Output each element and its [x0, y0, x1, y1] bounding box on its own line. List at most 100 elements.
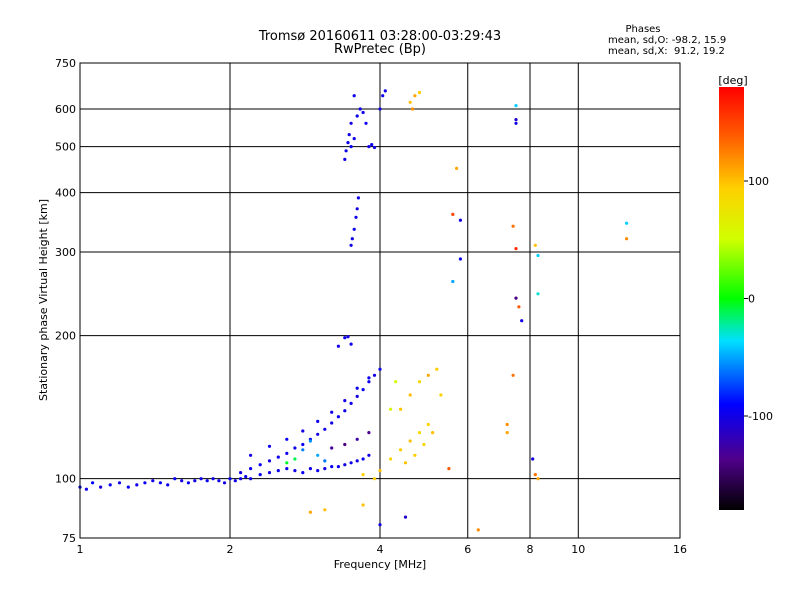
data-point [367, 453, 371, 457]
data-point [381, 94, 385, 98]
data-point [108, 483, 112, 487]
y-tick-label: 200 [55, 330, 76, 343]
data-point [308, 510, 312, 514]
data-point [372, 373, 377, 377]
data-point [347, 133, 351, 137]
data-point [367, 380, 371, 384]
data-point [408, 100, 412, 104]
data-point [267, 471, 272, 475]
data-point [355, 437, 359, 441]
data-point [285, 461, 289, 465]
data-point [233, 479, 237, 483]
data-point [536, 292, 540, 296]
data-point [355, 386, 359, 390]
data-point [625, 221, 629, 225]
y-tick-label: 300 [55, 246, 76, 259]
data-point [193, 479, 197, 483]
data-point [323, 467, 327, 471]
data-point [367, 145, 371, 149]
data-point [301, 429, 305, 433]
data-point [336, 465, 340, 469]
data-point [361, 110, 365, 115]
data-point [166, 483, 170, 487]
data-point [316, 453, 320, 457]
data-point [517, 305, 521, 309]
data-point [343, 399, 347, 403]
data-point [625, 237, 629, 241]
data-point [417, 380, 422, 384]
y-tick-label: 400 [55, 187, 76, 200]
data-point [239, 471, 243, 475]
data-point [352, 94, 356, 98]
data-point [435, 367, 439, 371]
data-point [364, 121, 368, 125]
data-point [308, 467, 312, 471]
data-point [389, 407, 393, 411]
data-point [343, 157, 347, 161]
x-tick-label: 10 [571, 543, 585, 556]
data-point [476, 528, 480, 532]
x-tick-label: 1 [77, 543, 84, 556]
data-point [411, 107, 415, 111]
data-point [346, 335, 350, 339]
data-point [99, 485, 103, 489]
data-point [367, 376, 371, 380]
data-point [173, 477, 177, 481]
x-tick-label: 6 [464, 543, 471, 556]
y-tick-label: 750 [55, 57, 76, 70]
data-point [350, 237, 354, 241]
y-tick-label: 75 [62, 532, 76, 545]
data-point [285, 437, 289, 441]
data-point [222, 481, 227, 485]
plot-frame [79, 62, 681, 539]
data-point [316, 432, 320, 436]
data-point [352, 137, 356, 141]
x-axis-label: Frequency [MHz] [334, 558, 426, 571]
x-tick-label: 2 [227, 543, 234, 556]
data-point [285, 451, 289, 455]
data-point [135, 483, 139, 487]
data-point [417, 90, 422, 95]
data-point [413, 453, 417, 457]
data-point [186, 481, 190, 485]
data-point [293, 469, 297, 473]
data-point [408, 439, 412, 443]
data-point [276, 469, 280, 473]
data-point [330, 465, 334, 469]
data-point [447, 467, 451, 471]
grid-lines [80, 63, 680, 538]
data-point [244, 475, 248, 479]
x-tick-label: 8 [527, 543, 534, 556]
data-point [217, 479, 221, 483]
data-point [249, 477, 253, 481]
data-point [276, 455, 280, 459]
data-point [455, 166, 459, 170]
data-point [343, 442, 347, 447]
data-point [228, 477, 232, 481]
data-point [514, 104, 518, 108]
colorbar-tick-label: 100 [748, 175, 769, 188]
data-point [330, 410, 334, 414]
data-point [520, 319, 524, 323]
data-point [343, 409, 347, 413]
data-point [258, 473, 262, 477]
data-point [358, 107, 362, 111]
data-point [323, 459, 327, 463]
data-point [531, 457, 535, 461]
data-point [301, 471, 305, 475]
data-point [426, 422, 430, 427]
data-point [511, 224, 515, 228]
y-tick-label: 600 [55, 103, 76, 116]
stats-heading: Phases [625, 24, 660, 35]
chart-subtitle: RwPretec (Bp) [334, 42, 426, 57]
data-point [383, 89, 387, 93]
data-point [372, 145, 377, 150]
data-point [514, 247, 518, 251]
data-point [349, 401, 353, 405]
data-point [511, 373, 515, 377]
data-point [505, 431, 509, 435]
data-point [349, 145, 353, 149]
colorbar-tick-label: 0 [748, 293, 755, 306]
stats-line-o: mean, sd,O: -98.2, 15.9 [608, 35, 726, 46]
data-point [361, 457, 365, 461]
